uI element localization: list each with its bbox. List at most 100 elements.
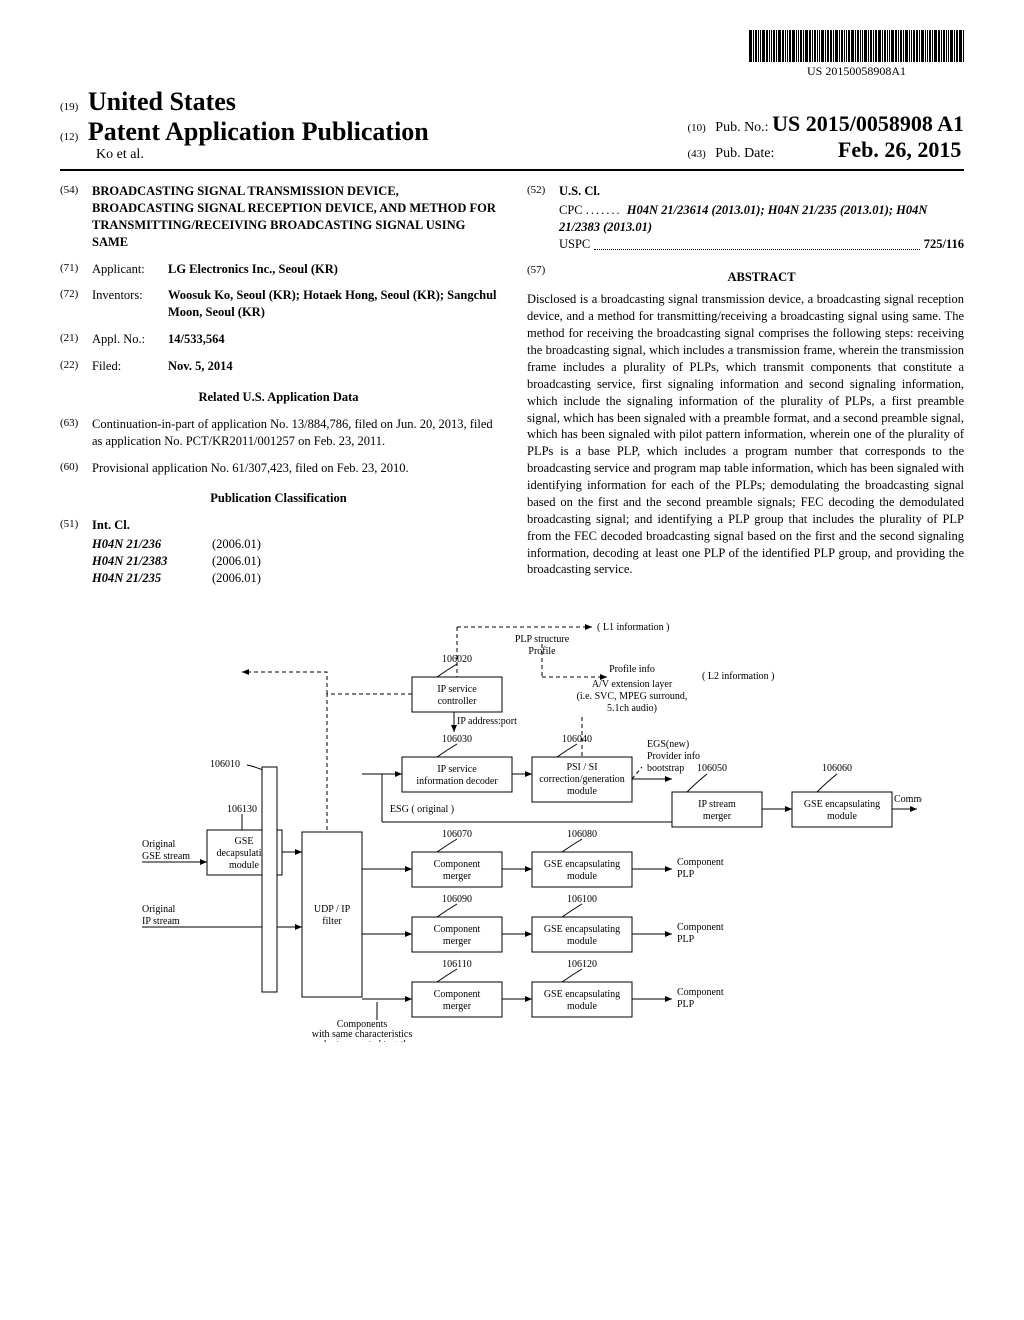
box-gse100-1: GSE encapsulating	[544, 924, 620, 935]
intcl-code-0: H04N 21/236	[92, 536, 212, 553]
uscl-num: (52)	[527, 183, 559, 200]
ref-106040: 106040	[562, 734, 592, 745]
inventors-num: (72)	[60, 287, 92, 321]
barcode-region: US 20150058908A1	[60, 30, 964, 79]
pubclass-header: Publication Classification	[60, 490, 497, 507]
profile-info-label: Profile info	[609, 664, 655, 675]
country: United States	[88, 87, 236, 116]
abstract-text: Disclosed is a broadcasting signal trans…	[527, 291, 964, 578]
plp-structure-label: PLP structure	[515, 634, 570, 645]
box-cm70-1: Component	[434, 859, 481, 870]
inventors: Woosuk Ko, Seoul (KR); Hotaek Hong, Seou…	[168, 288, 497, 319]
box-ip-ctrl-1: IP service	[437, 684, 477, 695]
pubno-prefix: (10)	[687, 122, 705, 134]
box-cm110-2: merger	[443, 1001, 472, 1012]
pubno: US 2015/0058908 A1	[772, 111, 964, 136]
av-ext-label: A/V extension layer	[592, 679, 673, 690]
comp-plp-1b: PLP	[677, 869, 695, 880]
abstract-num: (57)	[527, 263, 559, 292]
patent-title: BROADCASTING SIGNAL TRANSMISSION DEVICE,…	[92, 183, 497, 251]
related-header: Related U.S. Application Data	[60, 389, 497, 406]
box-gsedecap-3: module	[229, 860, 260, 871]
intcl-ver-0: (2006.01)	[212, 536, 261, 553]
ref-106080: 106080	[567, 829, 597, 840]
ref-106130: 106130	[227, 804, 257, 815]
box-gse60-2: module	[827, 811, 858, 822]
box-ipmerge-1: IP stream	[698, 799, 736, 810]
right-column: (52) U.S. Cl. CPC ....... H04N 21/23614 …	[527, 183, 964, 587]
prov-text: Provisional application No. 61/307,423, …	[92, 460, 497, 477]
figure-diagram: .b { fill:#fff; stroke:#000; stroke-widt…	[60, 612, 964, 1042]
document-header: (19) United States (12) Patent Applicati…	[60, 87, 964, 171]
cpc-label: CPC	[559, 203, 583, 217]
ref-106120: 106120	[567, 959, 597, 970]
left-column: (54) BROADCASTING SIGNAL TRANSMISSION DE…	[60, 183, 497, 587]
box-cm90-2: merger	[443, 936, 472, 947]
applicant-num: (71)	[60, 261, 92, 278]
esg-label: ESG ( original )	[390, 804, 454, 815]
uspc-label: USPC	[559, 236, 590, 253]
box-gsedecap-1: GSE	[235, 836, 254, 847]
applno: 14/533,564	[168, 332, 225, 346]
ref-106050: 106050	[697, 763, 727, 774]
orig-gse-2: GSE stream	[142, 851, 190, 862]
filed-label: Filed:	[92, 358, 168, 375]
box-ip-ctrl-2: controller	[438, 696, 478, 707]
filed: Nov. 5, 2014	[168, 359, 233, 373]
box-gse120-2: module	[567, 1001, 598, 1012]
ref-106010: 106010	[210, 759, 240, 770]
l2-info-label: ( L2 information )	[702, 671, 774, 682]
intcl-code-2: H04N 21/235	[92, 570, 212, 587]
intcl-label: Int. Cl.	[92, 518, 130, 532]
box-psi-2: correction/generation	[539, 774, 625, 785]
box-gse100-2: module	[567, 936, 598, 947]
biblio-columns: (54) BROADCASTING SIGNAL TRANSMISSION DE…	[60, 183, 964, 587]
applno-num: (21)	[60, 331, 92, 348]
ref-106100: 106100	[567, 894, 597, 905]
common-plp-1: Common PLP	[894, 794, 922, 805]
box-udpip-2: filter	[322, 916, 342, 927]
box-psi-3: module	[567, 786, 598, 797]
egs-label: EGS(new)	[647, 739, 689, 750]
box-gse120-1: GSE encapsulating	[544, 989, 620, 1000]
l1-info-label: ( L1 information )	[597, 622, 669, 633]
abstract-label: ABSTRACT	[559, 269, 964, 286]
doctype: Patent Application Publication	[88, 117, 429, 146]
orig-ip-2: IP stream	[142, 916, 180, 927]
bootstrap-label: bootstrap	[647, 763, 684, 774]
title-num: (54)	[60, 183, 92, 251]
box-gse80-2: module	[567, 871, 598, 882]
box-gse60-1: GSE encapsulating	[804, 799, 880, 810]
pubdate-label: Pub. Date:	[715, 146, 774, 161]
comp-plp-3b: PLP	[677, 999, 695, 1010]
box-psi-1: PSI / SI	[566, 762, 597, 773]
comp-plp-2: Component	[677, 922, 724, 933]
box-cm70-2: merger	[443, 871, 472, 882]
comp-plp-3: Component	[677, 987, 724, 998]
ref-106090: 106090	[442, 894, 472, 905]
intcl-ver-2: (2006.01)	[212, 570, 261, 587]
barcode-bars	[749, 30, 964, 62]
applicant: LG Electronics Inc., Seoul (KR)	[168, 262, 338, 276]
applicant-label: Applicant:	[92, 261, 168, 278]
ip-addr-label: IP address:port	[457, 716, 517, 727]
pubdate-prefix: (43)	[687, 148, 705, 160]
ref-106070: 106070	[442, 829, 472, 840]
comp-plp-1: Component	[677, 857, 724, 868]
cont-text: Continuation-in-part of application No. …	[92, 416, 497, 450]
provider-label: Provider info	[647, 751, 700, 762]
intcl-code-1: H04N 21/2383	[92, 553, 212, 570]
box-ip-dec-2: information decoder	[416, 776, 498, 787]
orig-ip-1: Original	[142, 904, 176, 915]
ref-106110: 106110	[442, 959, 472, 970]
pubno-label: Pub. No.:	[715, 120, 768, 135]
box-ip-dec-1: IP service	[437, 764, 477, 775]
inventors-label: Inventors:	[92, 287, 168, 321]
av-ext3-label: 5.1ch audio)	[607, 703, 657, 714]
country-prefix: (19)	[60, 101, 78, 113]
comp-plp-2b: PLP	[677, 934, 695, 945]
ref-106030: 106030	[442, 734, 472, 745]
intcl-num: (51)	[60, 517, 92, 534]
uspc: 725/116	[924, 236, 964, 253]
prov-num: (60)	[60, 460, 92, 477]
